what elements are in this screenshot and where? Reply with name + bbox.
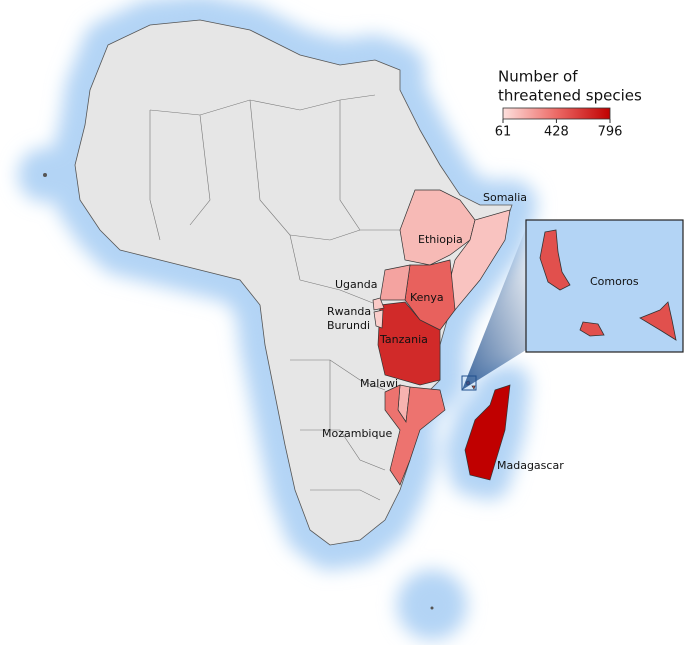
country-label: Madagascar xyxy=(497,459,564,472)
countries xyxy=(372,189,511,486)
country xyxy=(373,309,384,329)
country xyxy=(471,385,476,390)
country xyxy=(579,321,605,337)
country-label: Mozambique xyxy=(322,427,392,440)
islands xyxy=(430,606,434,610)
legend-title: threatened species xyxy=(498,87,642,105)
country xyxy=(539,229,571,291)
country-label: Rwanda xyxy=(327,305,371,318)
country-label: Kenya xyxy=(410,291,444,304)
country-label: Comoros xyxy=(590,275,639,288)
borders xyxy=(149,94,400,501)
inset-wedge xyxy=(462,228,526,390)
colorbar-tick-label: 796 xyxy=(598,125,623,140)
country-label: Malawi xyxy=(360,377,398,390)
country-label: Uganda xyxy=(335,278,377,291)
legend-title: Number of xyxy=(498,68,578,86)
country xyxy=(372,297,385,311)
country-label: Somalia xyxy=(483,191,527,204)
country xyxy=(639,301,677,341)
country xyxy=(464,384,511,481)
islands xyxy=(43,173,47,177)
country-label: Ethiopia xyxy=(418,233,463,246)
colorbar xyxy=(502,107,611,120)
inset xyxy=(539,229,677,341)
country xyxy=(379,264,411,301)
country xyxy=(377,301,441,386)
country xyxy=(404,259,456,331)
labels: Ethiopia Somalia Kenya Uganda Tanzania Rwanda… xyxy=(322,191,639,472)
colorbar-tick-label: 428 xyxy=(544,125,569,140)
colorbar-tick-label: 61 xyxy=(495,125,512,140)
country-label: Tanzania xyxy=(379,333,428,346)
country xyxy=(449,209,511,311)
inset-marker xyxy=(461,375,477,391)
legend: Number of threatened species 61 428 796 xyxy=(495,68,642,140)
country xyxy=(384,384,446,486)
country-label: Burundi xyxy=(327,319,370,332)
